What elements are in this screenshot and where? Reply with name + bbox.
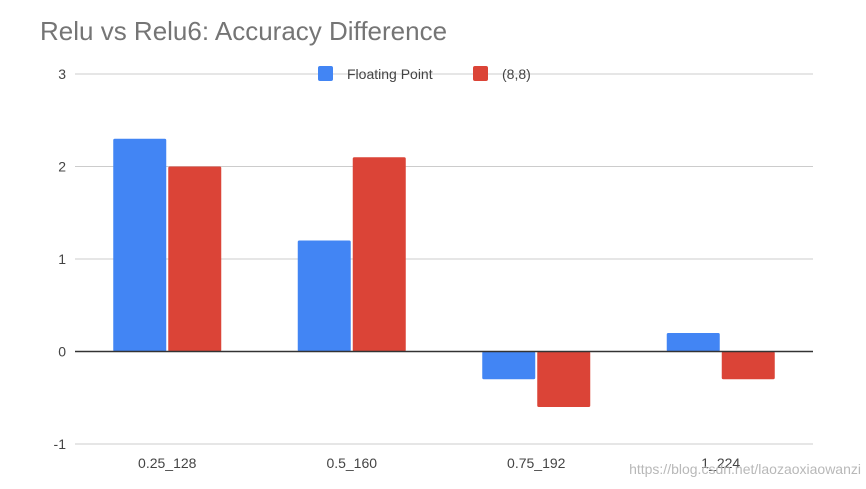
x-tick-label: 0.25_128: [138, 455, 197, 471]
y-tick-label: 0: [58, 344, 66, 360]
legend-swatch-floating-point: [318, 66, 333, 81]
x-tick-label: 1_224: [701, 455, 740, 471]
watermark: https://blog.csdn.net/laozaoxiaowanzi: [629, 461, 861, 477]
y-tick-label: 3: [58, 66, 66, 82]
x-axis-ticks: 0.25_128 0.5_160 0.75_192 1_224: [138, 455, 740, 471]
bars: [113, 138, 775, 407]
bar-8-8-0-5-160: [352, 157, 406, 352]
legend: Floating Point (8,8): [318, 66, 531, 82]
y-axis-ticks: 3 2 1 0 -1: [54, 66, 67, 452]
bar-8-8-1-224: [721, 351, 775, 380]
y-tick-label: 2: [58, 159, 66, 175]
legend-label-floating-point: Floating Point: [347, 66, 433, 82]
y-tick-label: 1: [58, 251, 66, 267]
bar-8-8-0-25-128: [168, 166, 222, 352]
x-tick-label: 0.75_192: [507, 455, 566, 471]
legend-swatch-8-8: [473, 66, 488, 81]
bar-floating-point-0-25-128: [113, 138, 167, 352]
x-tick-label: 0.5_160: [326, 455, 377, 471]
bar-floating-point-0-75-192: [482, 351, 536, 380]
bar-floating-point-1-224: [666, 333, 720, 352]
bar-floating-point-0-5-160: [297, 240, 351, 352]
y-tick-label: -1: [54, 436, 67, 452]
legend-label-8-8: (8,8): [502, 66, 531, 82]
bar-8-8-0-75-192: [537, 351, 591, 407]
chart-title: Relu vs Relu6: Accuracy Difference: [40, 16, 447, 46]
